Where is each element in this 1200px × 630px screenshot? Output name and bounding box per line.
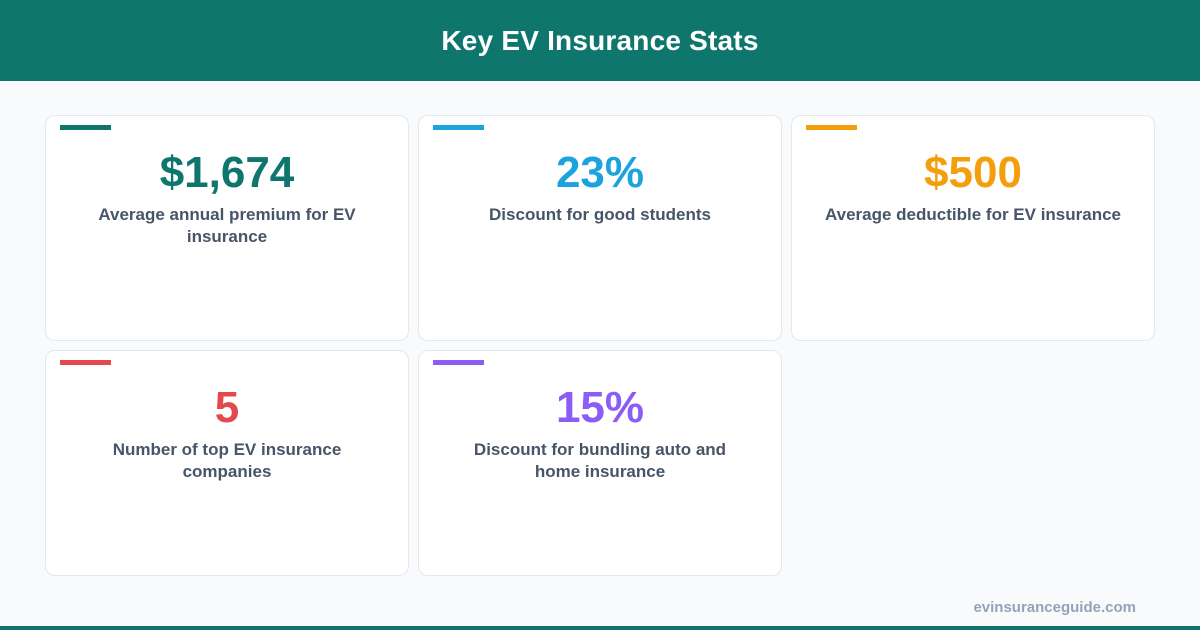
stat-label: Discount for good students	[489, 205, 711, 224]
stat-card-average-premium: $1,674 Average annual premium for EV ins…	[45, 115, 409, 341]
stat-label: Average deductible for EV insurance	[824, 205, 1121, 224]
card-accent-bar	[60, 125, 111, 130]
stat-card-top-companies: 5 Number of top EV insurance companies	[45, 350, 409, 576]
stat-card-bundling-discount: 15% Discount for bundling auto and home …	[418, 350, 782, 576]
card-accent-bar	[433, 125, 484, 130]
stat-label: Discount for bundling auto and home insu…	[473, 440, 727, 481]
stat-card-good-student-discount: 23% Discount for good students	[418, 115, 782, 341]
footer-site-name: evinsuranceguide.com	[973, 599, 1136, 616]
stat-value: $1,674	[159, 148, 295, 197]
card-accent-bar	[60, 360, 111, 365]
stat-value: $500	[924, 148, 1022, 197]
card-accent-bar	[806, 125, 857, 130]
stat-value: 5	[214, 383, 240, 432]
card-accent-bar	[433, 360, 484, 365]
stat-card-average-deductible: $500 Average deductible for EV insurance	[791, 115, 1155, 341]
stats-grid: $1,674 Average annual premium for EV ins…	[45, 115, 1155, 576]
header-banner: Key EV Insurance Stats	[0, 0, 1200, 81]
stat-value: 15%	[555, 383, 645, 432]
stat-label: Average annual premium for EV insurance	[98, 205, 356, 246]
bottom-accent-bar	[0, 626, 1200, 630]
stat-label: Number of top EV insurance companies	[112, 440, 342, 481]
page-title: Key EV Insurance Stats	[441, 24, 759, 56]
stat-value: 23%	[555, 148, 645, 197]
